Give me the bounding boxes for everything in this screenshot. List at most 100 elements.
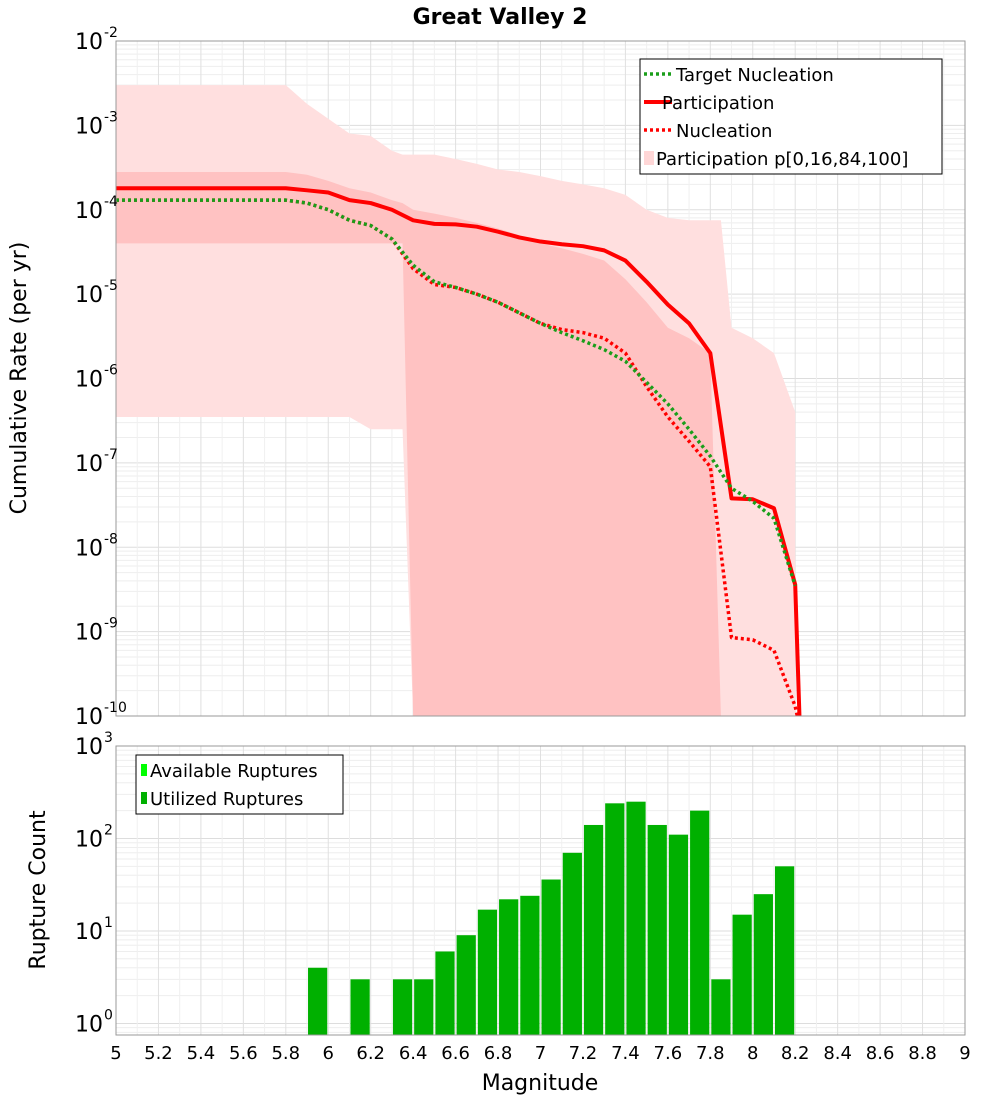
count-y-tick-label: 10 <box>75 1012 103 1037</box>
magnitude-x-tick-label: 8.6 <box>866 1043 895 1064</box>
count-bar <box>753 894 773 1035</box>
magnitude-x-tick-label: 8.2 <box>781 1043 810 1064</box>
magnitude-x-tick-label: 8.4 <box>823 1043 852 1064</box>
rate-y-tick-exponent: -8 <box>104 531 118 547</box>
rate-y-tick-label: 10 <box>75 283 103 308</box>
rate-y-tick-exponent: -2 <box>104 25 118 41</box>
rate-legend: Target Nucleation Participation Nucleation… <box>639 58 943 175</box>
count-legend-label: Available Ruptures <box>150 761 318 782</box>
count-plot-frame <box>115 745 966 1036</box>
rate-legend-label: Participation <box>662 93 774 114</box>
count-bars <box>308 801 795 1035</box>
rate-legend-box <box>639 58 943 175</box>
count-bar <box>541 879 561 1035</box>
rate-y-tick-exponent: -4 <box>104 194 118 210</box>
count-bar <box>562 852 582 1035</box>
count-bar <box>350 979 370 1035</box>
count-y-tick-label: 10 <box>75 827 103 852</box>
magnitude-x-tick-label: 5.2 <box>144 1043 173 1064</box>
magnitude-x-tick-label: 9 <box>959 1043 970 1064</box>
rate-legend-label: Target Nucleation <box>675 65 834 86</box>
count-legend-label: Utilized Ruptures <box>150 789 303 810</box>
magnitude-x-tick-label: 7.8 <box>696 1043 725 1064</box>
magnitude-x-tick-label: 6 <box>323 1043 334 1064</box>
count-y-tick-exponent: 0 <box>104 1007 113 1023</box>
magnitude-x-tick-label: 6.6 <box>441 1043 470 1064</box>
series-line-target-nucleation <box>116 198 797 587</box>
count-y-tick-label: 10 <box>75 735 103 760</box>
count-bar <box>435 951 455 1035</box>
count-y-tick-exponent: 2 <box>104 822 113 838</box>
count-legend: Available Ruptures Utilized Ruptures <box>135 754 344 815</box>
count-bar <box>520 895 540 1035</box>
count-bar <box>583 824 604 1035</box>
magnitude-x-tick-label: 5 <box>110 1043 121 1064</box>
count-bar <box>732 914 752 1035</box>
count-bar <box>626 801 646 1035</box>
count-grid <box>115 746 966 1035</box>
rate-y-tick-exponent: -10 <box>104 700 127 716</box>
count-legend-box <box>135 754 344 815</box>
rate-legend-label: Nucleation <box>676 121 772 142</box>
magnitude-x-tick-label: 7.4 <box>611 1043 640 1064</box>
count-bar <box>605 803 625 1035</box>
count-bar <box>774 866 795 1035</box>
count-bar <box>414 979 434 1035</box>
rate-y-tick-label: 10 <box>75 621 103 646</box>
magnitude-x-tick-label: 7.2 <box>569 1043 598 1064</box>
count-bar <box>711 979 731 1035</box>
rate-legend-label: Participation p[0,16,84,100] <box>656 149 908 170</box>
participation-bands <box>116 85 796 716</box>
count-bar <box>690 810 710 1035</box>
magnitude-x-tick-label: 5.8 <box>271 1043 300 1064</box>
magnitude-x-tick-label: 7.6 <box>654 1043 683 1064</box>
magnitude-x-tick-label: 8.8 <box>908 1043 937 1064</box>
count-legend-swatch <box>141 792 147 804</box>
rate-y-tick-label: 10 <box>75 30 103 55</box>
count-bar <box>308 967 328 1035</box>
rate-y-tick-exponent: -7 <box>104 447 118 463</box>
magnitude-x-tick-label: 5.6 <box>229 1043 258 1064</box>
rate-y-tick-label: 10 <box>75 536 103 561</box>
count-y-tick-exponent: 1 <box>104 915 113 931</box>
count-y-tick-label: 10 <box>75 920 103 945</box>
magnitude-x-tick-label: 6.4 <box>399 1043 428 1064</box>
rate-series-lines <box>116 186 802 717</box>
magnitude-x-tick-label: 6.8 <box>484 1043 513 1064</box>
legend-swatch-band <box>644 151 654 165</box>
count-y-tick-exponent: 3 <box>104 730 113 746</box>
rate-y-tick-exponent: -5 <box>104 278 118 294</box>
count-legend-swatch <box>141 764 147 776</box>
rate-y-tick-exponent: -9 <box>104 616 118 632</box>
count-bar <box>668 834 689 1035</box>
rate-y-tick-exponent: -3 <box>104 109 118 125</box>
rate-y-tick-exponent: -6 <box>104 363 118 379</box>
rate-y-ticks: 10-210-310-410-510-610-710-810-910-10 <box>75 25 127 730</box>
chart-title: Great Valley 2 <box>413 5 588 30</box>
rate-y-axis-label: Cumulative Rate (per yr) <box>7 242 32 515</box>
rate-y-tick-label: 10 <box>75 114 103 139</box>
rate-y-tick-label: 10 <box>75 368 103 393</box>
count-y-axis-label: Rupture Count <box>26 810 51 970</box>
magnitude-x-axis-label: Magnitude <box>482 1071 599 1096</box>
rate-y-tick-label: 10 <box>75 452 103 477</box>
magnitude-x-tick-label: 7 <box>535 1043 546 1064</box>
magnitude-x-tick-label: 6.2 <box>356 1043 385 1064</box>
count-bar <box>647 824 667 1035</box>
magnitude-x-ticks: 5 5.2 5.4 5.6 5.8 6 6.2 6.4 6.6 6.8 7 7.2 7.4 7.6 7.8 8… <box>110 1043 970 1064</box>
rate-panel: 10-210-310-410-510-610-710-810-910-10 Cu… <box>7 25 966 730</box>
participation-band-inner <box>116 172 732 716</box>
magnitude-x-tick-label: 5.4 <box>187 1043 216 1064</box>
count-bar <box>477 909 498 1035</box>
count-bar <box>392 979 413 1035</box>
rate-y-tick-label: 10 <box>75 705 103 730</box>
series-line-participation <box>116 186 802 717</box>
rate-plot-frame <box>115 40 966 717</box>
rate-y-tick-label: 10 <box>75 199 103 224</box>
count-bar <box>456 935 476 1035</box>
magnitude-x-tick-label: 8 <box>747 1043 758 1064</box>
count-bar <box>499 899 519 1035</box>
